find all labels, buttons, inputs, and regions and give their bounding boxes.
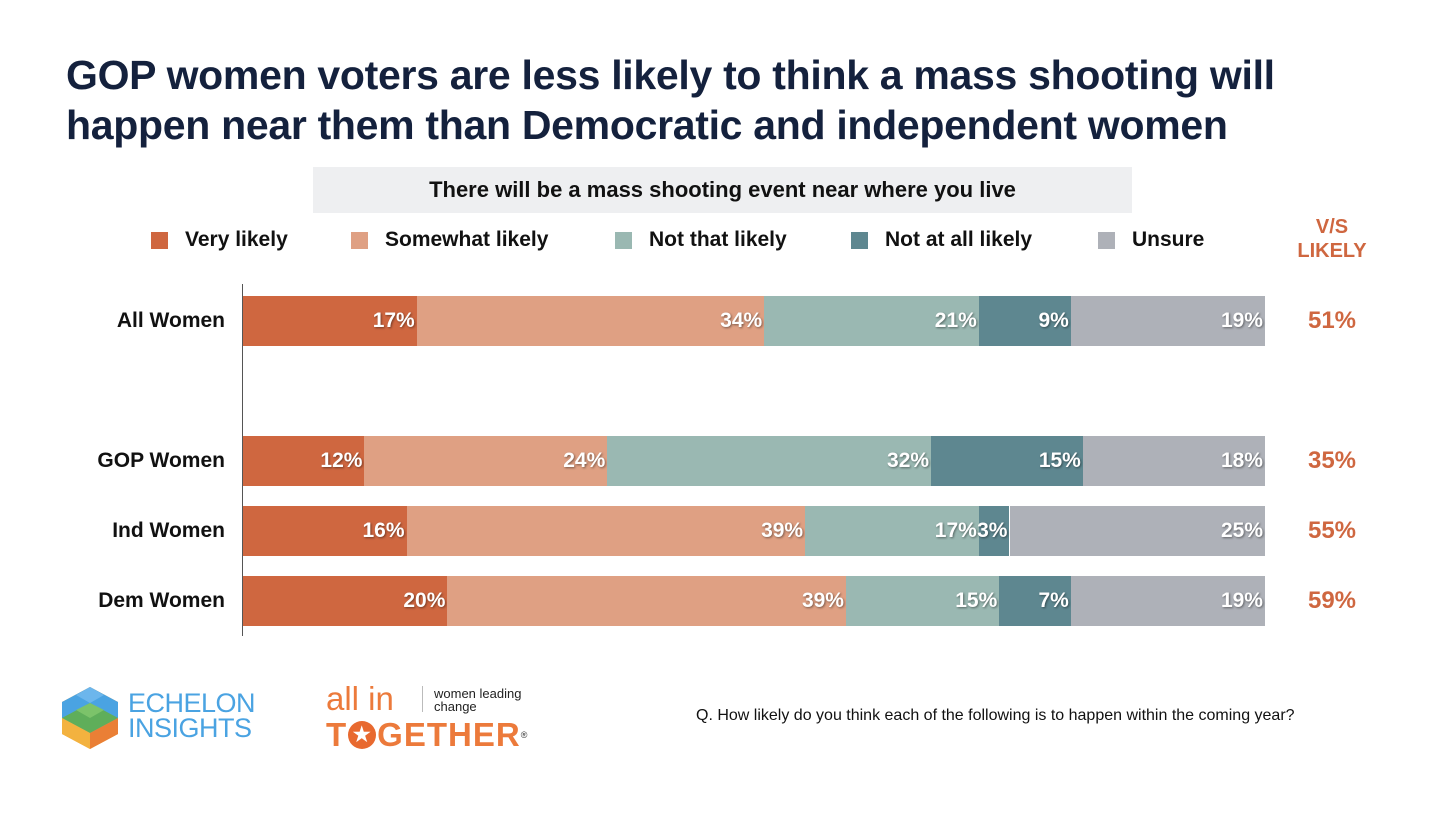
- bar-segment: 15%: [845, 576, 1000, 626]
- bar-segment: 39%: [447, 576, 846, 626]
- echelon-logo-line1: ECHELON: [128, 688, 256, 718]
- allin-logo-top: all in: [326, 680, 394, 717]
- category-label: GOP Women: [97, 449, 225, 472]
- bar-segment: 16%: [243, 506, 407, 556]
- bar-segment: 21%: [764, 296, 979, 346]
- data-label: 17%: [934, 519, 977, 542]
- legend-item: Very likely: [151, 226, 288, 254]
- bar-segment: 25%: [1009, 506, 1265, 556]
- bar-segment: 15%: [931, 436, 1083, 486]
- legend-label: Very likely: [185, 228, 288, 251]
- echelon-cube-icon: [62, 687, 118, 749]
- allin-logo-gether: GETHER: [377, 716, 521, 753]
- data-label: 19%: [1220, 309, 1263, 332]
- y-axis-line: [242, 284, 243, 636]
- allin-tagline-line1: women leading: [434, 686, 522, 701]
- bar-segment: 12%: [243, 436, 365, 486]
- data-label: 24%: [563, 449, 606, 472]
- stacked-bar: 16% 39% 17% 3% 25%: [243, 506, 1265, 556]
- registered-mark: ®: [520, 730, 529, 740]
- bar-segment: 39%: [406, 506, 806, 556]
- echelon-logo-line2: INSIGHTS: [128, 713, 252, 743]
- vs-likely-value: 51%: [1307, 307, 1357, 334]
- bar-segment: 34%: [416, 296, 765, 346]
- stacked-bar: 20% 39% 15% 7% 19%: [243, 576, 1265, 626]
- bar-segment: 18%: [1082, 436, 1265, 486]
- legend-label: Not that likely: [649, 228, 787, 251]
- data-label: 34%: [720, 309, 763, 332]
- category-label: Dem Women: [98, 589, 225, 612]
- legend-swatch: [851, 231, 868, 249]
- data-label: 7%: [1038, 589, 1069, 612]
- bar-segment: 19%: [1070, 296, 1265, 346]
- data-label: 9%: [1038, 309, 1069, 332]
- data-label: 12%: [320, 449, 363, 472]
- legend-label: Not at all likely: [885, 228, 1033, 251]
- legend-swatch: [351, 231, 368, 249]
- allin-logo-tagline: women leading change: [434, 687, 521, 713]
- bar-segment: 17%: [805, 506, 979, 556]
- legend-label: Unsure: [1132, 228, 1205, 251]
- data-label: 16%: [362, 519, 405, 542]
- data-label: 17%: [372, 309, 415, 332]
- allin-logo-divider: [422, 686, 423, 712]
- legend-item: Not that likely: [615, 226, 787, 254]
- bar-segment: 32%: [607, 436, 932, 486]
- category-label: Ind Women: [112, 519, 225, 542]
- data-label: 18%: [1220, 449, 1263, 472]
- star-icon: ★: [348, 721, 377, 749]
- legend-swatch: [615, 231, 632, 249]
- bar-segment: 3%: [977, 506, 1010, 556]
- data-label: 3%: [977, 519, 1008, 542]
- vs-likely-header: V/S LIKELY: [1280, 215, 1384, 263]
- data-label: 15%: [955, 589, 998, 612]
- category-label: All Women: [116, 309, 225, 332]
- stacked-bar: 12% 24% 32% 15% 18%: [243, 436, 1265, 486]
- question-footnote: Q. How likely do you think each of the f…: [696, 707, 1295, 724]
- vs-likely-header-line2: LIKELY: [1297, 240, 1367, 262]
- bar-segment: 20%: [243, 576, 448, 626]
- chart-title: GOP women voters are less likely to thin…: [66, 52, 1275, 148]
- vs-likely-value: 35%: [1307, 447, 1357, 474]
- legend-swatch: [1098, 231, 1115, 249]
- data-label: 20%: [403, 589, 446, 612]
- bar-segment: 9%: [978, 296, 1071, 346]
- legend-item: Not at all likely: [851, 226, 1032, 254]
- allin-logo-bottom: T ★ GETHER ®: [326, 716, 528, 754]
- data-label: 19%: [1220, 589, 1263, 612]
- legend-item: Somewhat likely: [351, 226, 548, 254]
- vs-likely-header-line1: V/S: [1315, 216, 1349, 238]
- bar-segment: 17%: [243, 296, 417, 346]
- subtitle-text: There will be a mass shooting event near…: [429, 177, 1016, 202]
- bar-segment: 7%: [999, 576, 1071, 626]
- allin-tagline-line2: change: [434, 699, 477, 714]
- data-label: 25%: [1220, 519, 1263, 542]
- vs-likely-value: 55%: [1307, 517, 1357, 544]
- chart-subtitle: There will be a mass shooting event near…: [313, 167, 1132, 213]
- echelon-insights-logo: ECHELON INSIGHTS: [60, 685, 270, 751]
- data-label: 32%: [887, 449, 930, 472]
- data-label: 21%: [934, 309, 977, 332]
- data-label: 39%: [761, 519, 804, 542]
- stacked-bar: 17% 34% 21% 9% 19%: [243, 296, 1265, 346]
- legend-item: Unsure: [1098, 226, 1204, 254]
- data-label: 39%: [801, 589, 844, 612]
- legend-swatch: [151, 231, 168, 249]
- all-in-together-logo: all in women leading change T ★ GETHER ®: [326, 680, 566, 754]
- allin-logo-t: T: [326, 716, 348, 753]
- bar-segment: 19%: [1070, 576, 1265, 626]
- legend-label: Somewhat likely: [385, 228, 549, 251]
- legend: Very likely Somewhat likely Not that likel…: [0, 226, 1300, 254]
- data-label: 15%: [1038, 449, 1081, 472]
- bar-segment: 24%: [364, 436, 608, 486]
- vs-likely-value: 59%: [1307, 587, 1357, 614]
